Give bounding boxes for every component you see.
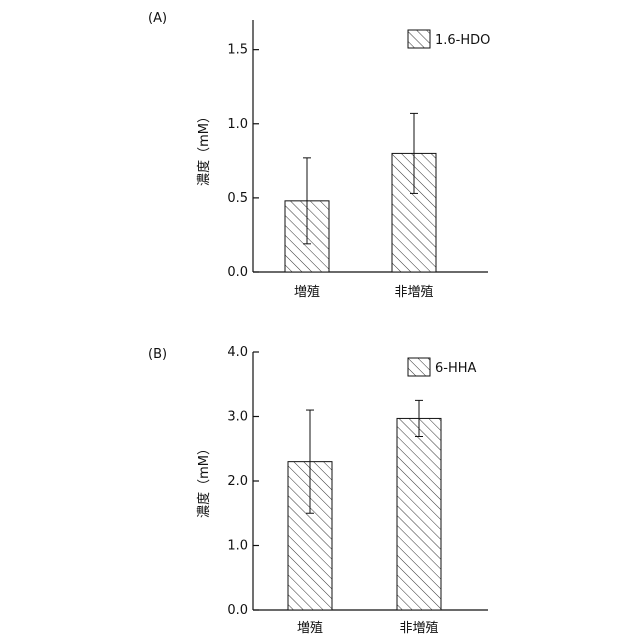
panel-a-x-tick-labels: 増殖 非増殖 [294, 284, 434, 300]
panel-b-x-tick-label-1: 非増殖 [399, 620, 438, 636]
panel-b-y-tick-label-0: 0.0 [227, 603, 248, 618]
panel-a-bars [285, 113, 436, 272]
panel-a-y-tick-label-2: 1.0 [227, 117, 248, 132]
panel-a-x-tick-label-1: 非増殖 [394, 284, 433, 300]
panel-b-y-tick-label-1: 1.0 [227, 539, 248, 554]
panel-b-x-tick-labels: 増殖 非増殖 [297, 620, 439, 636]
panel-a-legend-label: 1.6-HDO [435, 33, 490, 48]
panel-a-legend: 1.6-HDO [408, 30, 490, 48]
panel-b-x-tick-label-0: 増殖 [297, 620, 323, 636]
panel-b-y-tick-label-4: 4.0 [227, 345, 248, 360]
chart-panel-b: (B) 濃度（mM） 0.0 1.0 2.0 3.0 4.0 増殖 非増殖 6-HHA [148, 345, 488, 636]
panel-b-y-axis-label: 濃度（mM） [196, 442, 212, 518]
panel-b-legend-swatch [408, 358, 430, 376]
panel-b-legend-label: 6-HHA [435, 361, 477, 376]
panel-a-x-tick-label-0: 増殖 [294, 284, 320, 300]
panel-b-y-ticks: 0.0 1.0 2.0 3.0 4.0 [227, 345, 259, 618]
panel-b-y-tick-label-2: 2.0 [227, 474, 248, 489]
panel-a-y-tick-label-0: 0.0 [227, 265, 248, 280]
panel-a-y-tick-label-1: 0.5 [227, 191, 248, 206]
panel-a-y-ticks: 0.0 0.5 1.0 1.5 [227, 43, 259, 280]
panel-b-label: (B) [148, 347, 167, 362]
panel-b-bars [288, 400, 441, 610]
panel-a-y-tick-label-3: 1.5 [227, 43, 248, 58]
chart-panel-a: (A) 濃度（mM） 0.0 0.5 1.0 1.5 増殖 非増殖 1.6-HDO [148, 11, 490, 300]
panel-b-legend: 6-HHA [408, 358, 477, 376]
panel-a-label: (A) [148, 11, 167, 26]
panel-b-bar-1 [397, 418, 441, 610]
panel-a-legend-swatch [408, 30, 430, 48]
panel-b-y-tick-label-3: 3.0 [227, 410, 248, 425]
panel-a-y-axis-label: 濃度（mM） [196, 110, 212, 186]
